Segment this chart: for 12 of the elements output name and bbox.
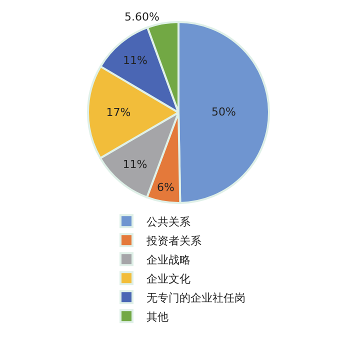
data-label: 11% [122, 158, 148, 171]
legend-label: 无专门的企业社任岗 [146, 291, 246, 304]
data-label: 11% [123, 54, 148, 67]
legend-label: 投资者关系 [146, 234, 202, 248]
legend-label: 企业文化 [146, 272, 190, 286]
legend-label: 其他 [146, 310, 168, 324]
data-label: 6% [156, 181, 174, 194]
data-label: 17% [106, 106, 131, 119]
legend-label: 公共关系 [146, 215, 190, 228]
data-label: 5.60% [124, 10, 160, 24]
data-label: 50% [212, 106, 236, 119]
legend-label: 企业战略 [146, 253, 190, 266]
